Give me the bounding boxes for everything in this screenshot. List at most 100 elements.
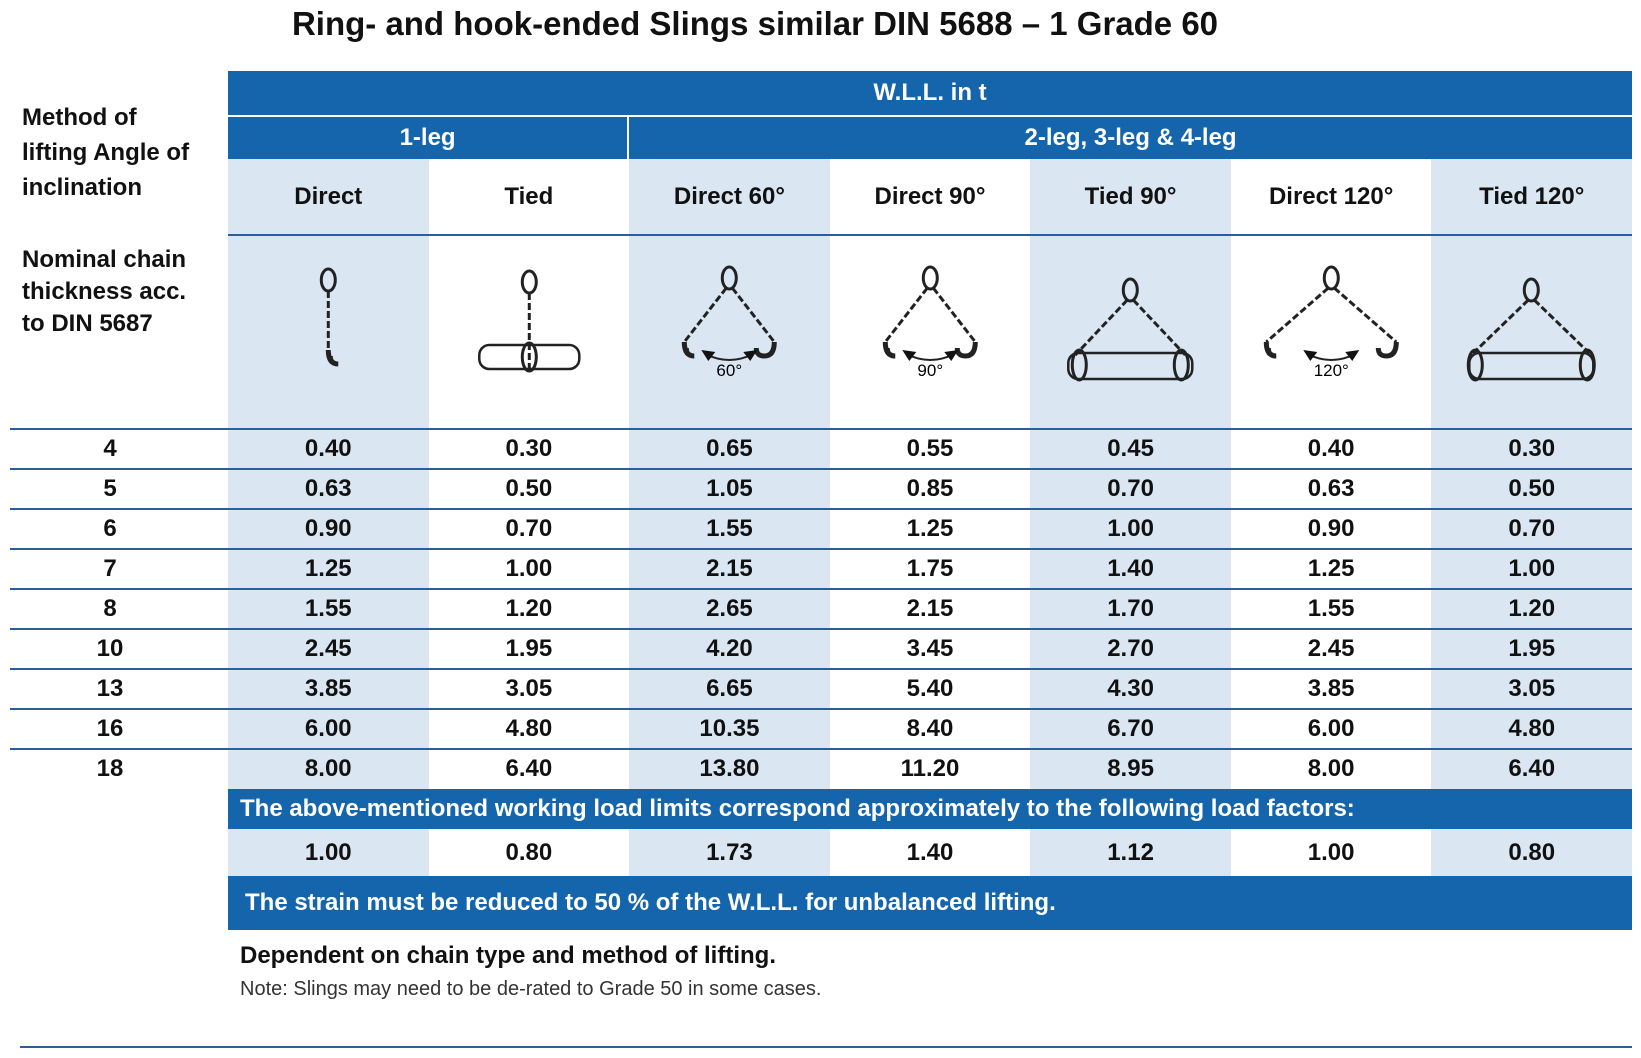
row-rule [10, 628, 1632, 630]
icon-part [520, 269, 538, 295]
cell: 2.45 [1307, 635, 1355, 662]
sling-icon: 60° [681, 265, 777, 380]
cell: 4.80 [505, 715, 553, 742]
cell: 0.50 [1508, 475, 1556, 502]
cell: 1.95 [505, 635, 553, 662]
cell: 0.85 [906, 475, 954, 502]
cell: 0.30 [1508, 435, 1556, 462]
strain-note: The strain must be reduced to 50 % of th… [228, 876, 1632, 930]
icon-part [1467, 348, 1485, 382]
icon-part [1074, 298, 1129, 357]
cell: 1.25 [1307, 555, 1355, 582]
column-header: Tied 90° [1084, 183, 1177, 210]
cell: 8.00 [304, 755, 352, 782]
cell: 4.20 [706, 635, 753, 662]
cell: 6.40 [505, 755, 553, 782]
title: Ring- and hook-ended Slings similar DIN … [291, 5, 1219, 42]
group-header: 2-leg, 3-leg & 4-leg [629, 117, 1632, 159]
row-rule [10, 748, 1632, 750]
icon-part [1468, 351, 1595, 381]
cell: 1.40 [1107, 555, 1154, 582]
cell: 1.25 [906, 515, 954, 542]
column-header: Direct 60° [673, 183, 785, 210]
cell: 1.75 [906, 555, 954, 582]
icon-part [1333, 286, 1398, 344]
cell: 3.45 [906, 635, 954, 662]
footer-note: Note: Slings may need to be de-rated to … [240, 978, 822, 1000]
load-factor: 1.73 [706, 838, 753, 866]
row-rule [10, 468, 1632, 470]
icon-part [731, 287, 776, 343]
cell: 3.05 [1508, 675, 1556, 702]
cell: 2.45 [304, 635, 352, 662]
icon-part [1523, 277, 1541, 303]
icon-part [1067, 351, 1194, 381]
cell: 0.63 [1307, 475, 1355, 502]
cell: 1.25 [304, 555, 352, 582]
icon-part [1322, 265, 1340, 291]
row-label: 7 [103, 555, 117, 582]
sling-icon [1067, 277, 1194, 382]
cell: 1.55 [1307, 595, 1355, 622]
icon-part [883, 287, 929, 343]
cell: 0.90 [1307, 515, 1355, 542]
column-shade [629, 159, 830, 877]
row-rule [10, 508, 1632, 510]
cell: 0.65 [706, 435, 753, 462]
cell: 6.00 [304, 715, 352, 742]
cell: 1.55 [706, 515, 753, 542]
cell: 1.00 [1107, 515, 1154, 542]
group-header: 1-leg [228, 117, 628, 159]
column-header: Tied 120° [1479, 183, 1585, 210]
sling-icon: 90° [882, 265, 978, 380]
cell: 6.70 [1107, 715, 1154, 742]
icon-part [681, 341, 695, 359]
icon-part [1303, 350, 1360, 361]
cell: 3.85 [304, 675, 352, 702]
cell: 0.30 [505, 435, 553, 462]
load-factor: 1.00 [1307, 838, 1355, 866]
icon-part [319, 267, 337, 293]
icon-part [325, 349, 339, 367]
column-header: Direct 90° [874, 183, 986, 210]
icon-part [1579, 348, 1597, 382]
cell: 0.55 [906, 435, 954, 462]
cell: 3.05 [505, 675, 553, 702]
sling-icon [319, 267, 339, 367]
cell: 13.80 [699, 755, 760, 782]
angle-label: 60° [717, 361, 743, 380]
load-factor: 1.00 [304, 838, 352, 866]
load-factor: 1.40 [906, 838, 954, 866]
icon-part [1173, 348, 1191, 382]
cell: 0.63 [304, 475, 352, 502]
sling-icon [1467, 277, 1597, 382]
icon-part [1375, 341, 1399, 359]
cell: 3.85 [1307, 675, 1355, 702]
icon-part [901, 350, 958, 361]
cell: 1.05 [706, 475, 753, 502]
cell: 1.00 [1508, 555, 1556, 582]
row-label: 8 [103, 595, 117, 622]
icon-part [1265, 286, 1330, 344]
row-label: 4 [103, 435, 117, 462]
icon-part [701, 350, 758, 361]
icon-part [720, 265, 738, 291]
cell: 0.90 [304, 515, 352, 542]
cell: 6.40 [1508, 755, 1556, 782]
column-header: Direct 120° [1268, 183, 1394, 210]
row-label: 10 [96, 635, 124, 662]
cell: 0.40 [304, 435, 352, 462]
column-header: Direct [294, 183, 363, 210]
load-factor-note: The above-mentioned working load limits … [228, 789, 1632, 829]
cell: 8.00 [1307, 755, 1355, 782]
icon-part [477, 343, 581, 371]
row-rule [10, 428, 1632, 430]
cell: 0.50 [505, 475, 553, 502]
column-header: Tied [504, 183, 554, 210]
cell: 0.70 [1508, 515, 1556, 542]
icon-part [520, 341, 538, 373]
load-factor: 1.12 [1107, 838, 1154, 866]
cell: 1.95 [1508, 635, 1556, 662]
cell: 0.40 [1307, 435, 1355, 462]
